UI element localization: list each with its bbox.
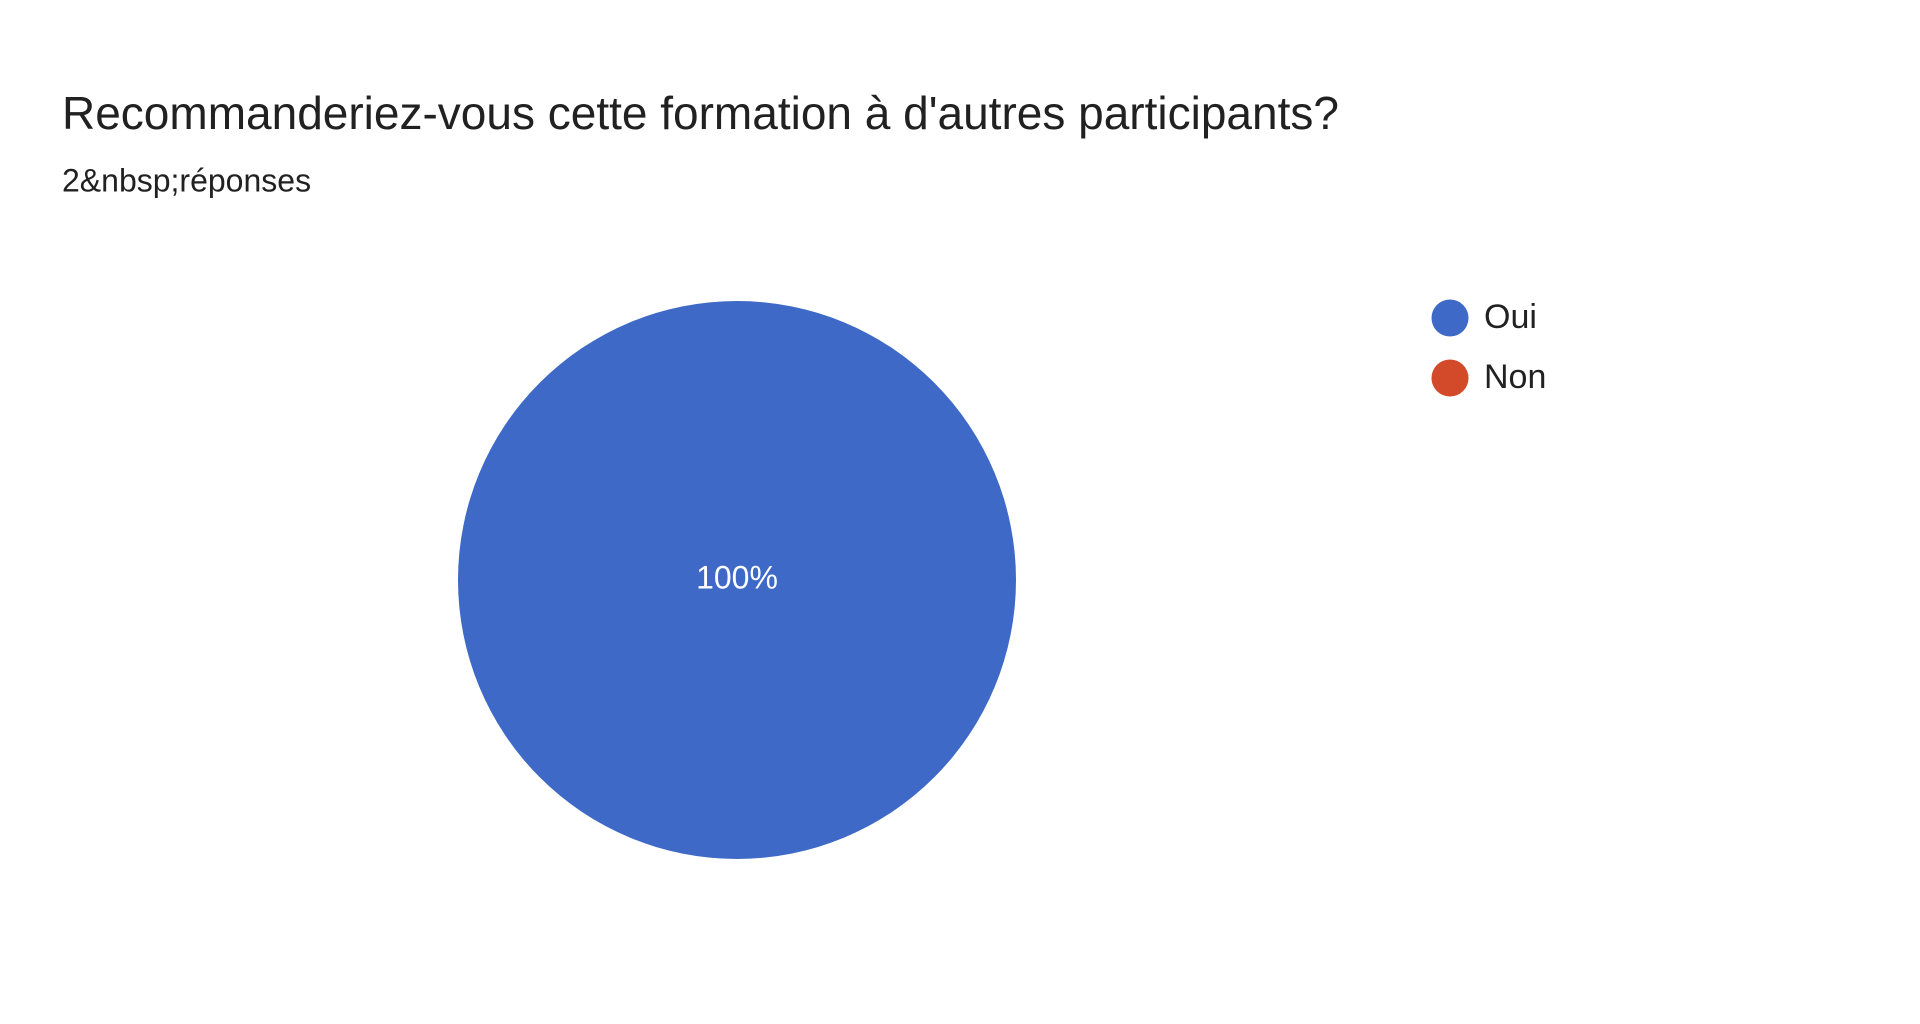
legend-marker — [1431, 359, 1469, 397]
chart-subtitle: 2&nbsp;réponses — [62, 162, 311, 198]
legend-label: Non — [1484, 358, 1546, 396]
chart-title: Recommanderiez-vous cette formation à d'… — [62, 87, 1339, 139]
data-label: 100% — [696, 559, 778, 595]
pie-slice — [458, 301, 1016, 859]
legend-label: Oui — [1484, 298, 1537, 336]
legend-marker — [1431, 299, 1469, 337]
